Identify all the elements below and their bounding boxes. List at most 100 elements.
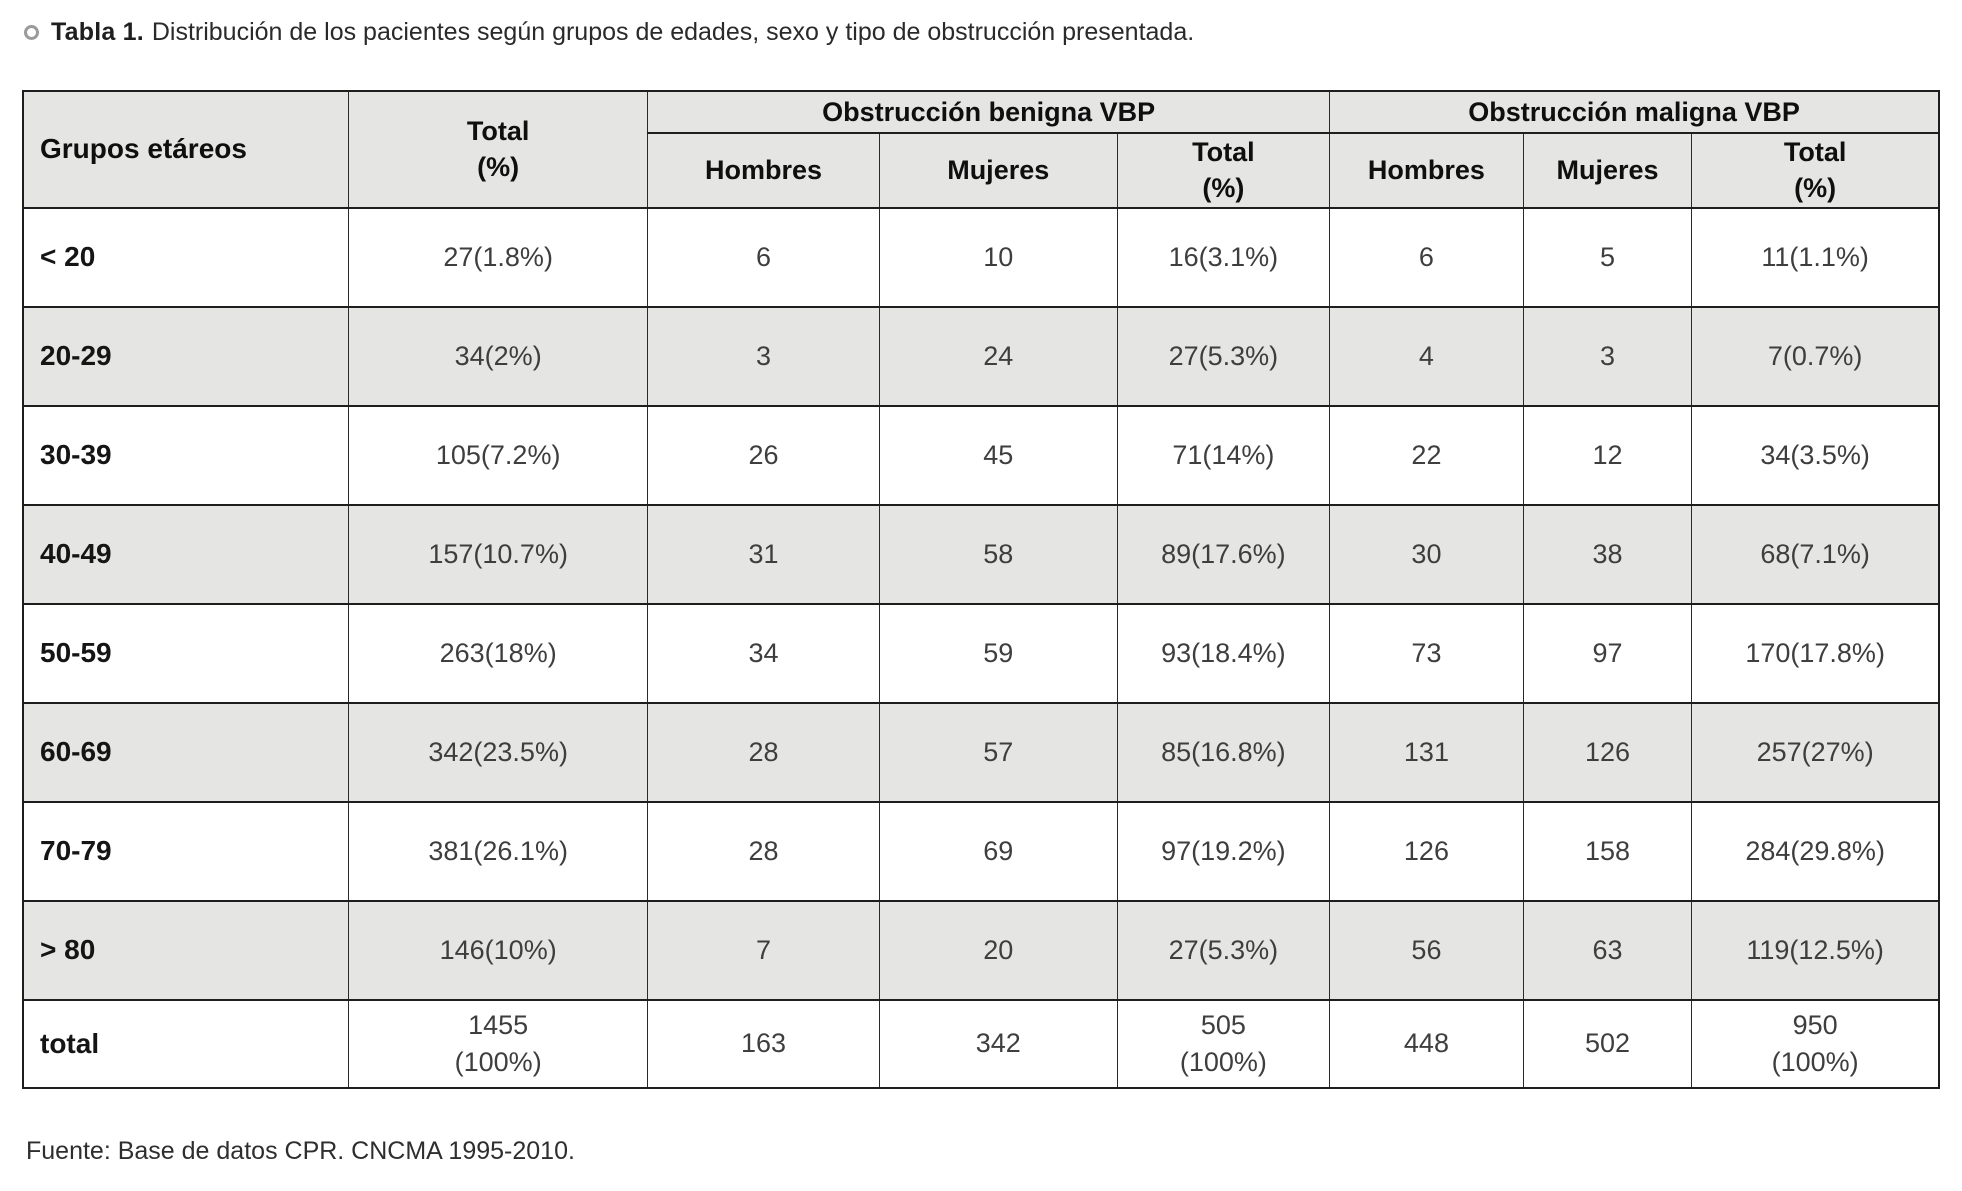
table-cell: 6 (1329, 206, 1524, 308)
table-cell: 27(1.8%) (348, 206, 649, 308)
table-cell: 126 (1522, 701, 1693, 803)
row-label: > 80 (22, 899, 350, 1001)
table-cell: 10 (878, 206, 1118, 308)
table-cell: 30 (1329, 503, 1524, 605)
table-cell: 7 (647, 899, 880, 1001)
row-label: total (22, 998, 350, 1089)
table-cell: 263(18%) (348, 602, 649, 704)
table-cell: 11(1.1%) (1691, 206, 1940, 308)
row-label: 30-39 (22, 404, 350, 506)
table-cell: 73 (1329, 602, 1524, 704)
row-label: 50-59 (22, 602, 350, 704)
table-body: < 20 27(1.8%) 6 10 16(3.1%) 6 5 11(1.1%)… (22, 206, 1940, 1089)
table-cell: 63 (1522, 899, 1693, 1001)
table-cell: 68(7.1%) (1691, 503, 1940, 605)
source-note: Fuente: Base de datos CPR. CNCMA 1995-20… (26, 1136, 575, 1165)
column-header-maligna-hombres: Hombres (1329, 132, 1524, 209)
table-row-30-39: 30-39 105(7.2%) 26 45 71(14%) 22 12 34(3… (22, 404, 1940, 506)
table-cell: 146(10%) (348, 899, 649, 1001)
sub-header-row: Hombres Mujeres Total (%) Hombres Mujere… (23, 132, 1940, 209)
table-cell: 97 (1522, 602, 1693, 704)
table-cell: 22 (1329, 404, 1524, 506)
table-cell: 26 (647, 404, 880, 506)
table-row-70-79: 70-79 381(26.1%) 28 69 97(19.2%) 126 158… (22, 800, 1940, 902)
table-cell: 257(27%) (1691, 701, 1940, 803)
table-cell: 97(19.2%) (1116, 800, 1331, 902)
table-cell: 38 (1522, 503, 1693, 605)
table-cell: 34 (647, 602, 880, 704)
table-header: Grupos etáreos Total (%) Obstrucción ben… (22, 90, 1940, 209)
column-header-maligna-total: Total (%) (1691, 132, 1940, 209)
table-cell: 448 (1329, 998, 1524, 1089)
table-row-lt20: < 20 27(1.8%) 6 10 16(3.1%) 6 5 11(1.1%) (22, 206, 1940, 308)
group-header-obstruccion-benigna: Obstrucción benigna VBP (647, 90, 1331, 134)
table-cell: 69 (878, 800, 1118, 902)
table-cell: 505 (100%) (1116, 998, 1331, 1089)
table-cell: 58 (878, 503, 1118, 605)
circle-bullet-icon (24, 24, 39, 40)
row-label: 40-49 (22, 503, 350, 605)
table-cell: 5 (1522, 206, 1693, 308)
table-cell: 342 (878, 998, 1118, 1089)
patients-table: Grupos etáreos Total (%) Obstrucción ben… (22, 90, 1940, 1089)
table-cell: 126 (1329, 800, 1524, 902)
column-header-total: Total (%) (348, 90, 649, 209)
table-cell: 56 (1329, 899, 1524, 1001)
table-cell: 71(14%) (1116, 404, 1331, 506)
table-row-gt80: > 80 146(10%) 7 20 27(5.3%) 56 63 119(12… (22, 899, 1940, 1001)
table-cell: 93(18.4%) (1116, 602, 1331, 704)
table-cell: 59 (878, 602, 1118, 704)
table-cell: 1455 (100%) (348, 998, 649, 1089)
table-cell: 27(5.3%) (1116, 899, 1331, 1001)
table-cell: 284(29.8%) (1691, 800, 1940, 902)
table-cell: 34(2%) (348, 305, 649, 407)
row-label: 20-29 (22, 305, 350, 407)
table-row-60-69: 60-69 342(23.5%) 28 57 85(16.8%) 131 126… (22, 701, 1940, 803)
table-row-total: total 1455 (100%) 163 342 505 (100%) 448… (22, 998, 1940, 1089)
group-header-row: Grupos etáreos Total (%) Obstrucción ben… (22, 90, 1940, 209)
table-cell: 24 (878, 305, 1118, 407)
table-cell: 12 (1522, 404, 1693, 506)
table-cell: 342(23.5%) (348, 701, 649, 803)
table-cell: 57 (878, 701, 1118, 803)
table-row-50-59: 50-59 263(18%) 34 59 93(18.4%) 73 97 170… (22, 602, 1940, 704)
table-cell: 16(3.1%) (1116, 206, 1331, 308)
table-cell: 27(5.3%) (1116, 305, 1331, 407)
row-label: 60-69 (22, 701, 350, 803)
row-label: 70-79 (22, 800, 350, 902)
table-cell: 89(17.6%) (1116, 503, 1331, 605)
table-caption: Tabla 1. Distribución de los pacientes s… (24, 14, 1940, 50)
table-cell: 28 (647, 800, 880, 902)
table-cell: 20 (878, 899, 1118, 1001)
table-cell: 157(10.7%) (348, 503, 649, 605)
table-row-20-29: 20-29 34(2%) 3 24 27(5.3%) 4 3 7(0.7%) (22, 305, 1940, 407)
table-cell: 119(12.5%) (1691, 899, 1940, 1001)
column-header-benigna-hombres: Hombres (647, 132, 880, 209)
table-cell: 28 (647, 701, 880, 803)
table-caption-text: Distribución de los pacientes según grup… (151, 18, 1195, 46)
row-label: < 20 (22, 206, 350, 308)
table-row-40-49: 40-49 157(10.7%) 31 58 89(17.6%) 30 38 6… (22, 503, 1940, 605)
table-cell: 502 (1522, 998, 1693, 1089)
table-cell: 381(26.1%) (348, 800, 649, 902)
column-header-benigna-mujeres: Mujeres (878, 132, 1118, 209)
column-header-grupos-etareos: Grupos etáreos (22, 90, 350, 209)
table-cell: 7(0.7%) (1691, 305, 1940, 407)
table-cell: 45 (878, 404, 1118, 506)
group-header-obstruccion-maligna: Obstrucción maligna VBP (1329, 90, 1940, 134)
table-cell: 6 (647, 206, 880, 308)
table-cell: 163 (647, 998, 880, 1089)
table-caption-label: Tabla 1. (51, 18, 144, 46)
column-header-maligna-mujeres: Mujeres (1522, 132, 1693, 209)
table-cell: 34(3.5%) (1691, 404, 1940, 506)
table-cell: 3 (1522, 305, 1693, 407)
table-cell: 4 (1329, 305, 1524, 407)
table-cell: 31 (647, 503, 880, 605)
table-cell: 105(7.2%) (348, 404, 649, 506)
column-header-benigna-total: Total (%) (1116, 132, 1331, 209)
table-cell: 85(16.8%) (1116, 701, 1331, 803)
table-cell: 131 (1329, 701, 1524, 803)
table-cell: 3 (647, 305, 880, 407)
table-cell: 158 (1522, 800, 1693, 902)
table-cell: 950 (100%) (1691, 998, 1940, 1089)
